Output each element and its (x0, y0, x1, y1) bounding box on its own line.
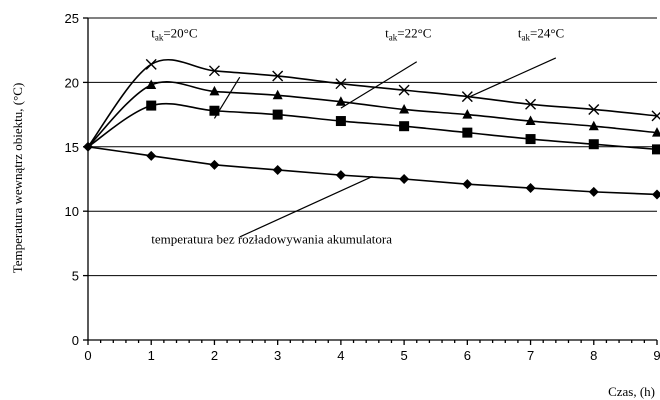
x-tick-label: 8 (590, 348, 597, 363)
data-point-diamond (399, 174, 410, 184)
leader-series-diamond (239, 175, 373, 238)
data-point-cross (335, 78, 347, 90)
x-axis-title: Czas, (h) (608, 384, 655, 399)
series-line-square (87, 102, 658, 151)
series-group (83, 58, 660, 200)
data-point-square (588, 139, 599, 150)
x-tick-label: 4 (337, 348, 344, 363)
series-triangle (87, 79, 660, 148)
series-square (87, 100, 660, 155)
data-point-triangle (588, 120, 599, 131)
data-point-diamond (525, 183, 536, 194)
label-series-triangle: tak=22°C (385, 25, 431, 42)
data-point-triangle (525, 115, 536, 126)
data-point-cross (525, 98, 537, 110)
y-tick-label: 15 (65, 140, 79, 155)
series-diamond (87, 146, 660, 200)
y-tick-label: 5 (72, 269, 79, 284)
data-point-triangle (652, 127, 660, 137)
data-point-diamond (209, 159, 220, 170)
x-tick-label: 1 (148, 348, 155, 363)
data-point-diamond (652, 189, 660, 200)
series-line-triangle (87, 81, 658, 148)
data-point-triangle (335, 96, 346, 106)
x-tick-label: 6 (464, 348, 471, 363)
data-point-diamond (588, 186, 599, 197)
x-tick-label: 7 (527, 348, 534, 363)
x-tick-label: 9 (653, 348, 660, 363)
data-point-square (462, 127, 473, 138)
y-tick-label: 25 (65, 11, 79, 26)
data-point-square (209, 105, 220, 116)
data-point-diamond (146, 150, 157, 161)
data-point-cross (145, 58, 157, 70)
data-point-diamond (335, 170, 346, 181)
data-point-square (652, 144, 660, 155)
series-line-cross (87, 59, 658, 148)
data-point-square (335, 116, 346, 127)
data-point-square (146, 100, 157, 111)
x-tick-label: 0 (84, 348, 91, 363)
grid-lines (88, 17, 657, 277)
data-point-cross (208, 65, 220, 77)
axes: 0 5 10 15 20 25 0 1 2 3 4 5 6 7 8 9 (65, 11, 660, 363)
y-axis-title: Temperatura wewnątrz obiektu, (°C) (10, 83, 25, 274)
x-tick-label: 5 (400, 348, 407, 363)
x-tick-label: 2 (211, 348, 218, 363)
label-series-square: tak=20°C (151, 25, 197, 42)
series-line-diamond (87, 146, 658, 196)
data-point-cross (461, 91, 473, 103)
leader-series-square (213, 76, 241, 119)
y-tick-label: 20 (65, 75, 79, 90)
y-tick-label: 10 (65, 204, 79, 219)
data-point-triangle (272, 89, 283, 100)
data-point-square (272, 109, 283, 120)
data-point-square (525, 134, 536, 145)
data-point-diamond (272, 164, 283, 175)
data-point-diamond (462, 179, 473, 190)
data-point-triangle (209, 85, 220, 96)
data-point-diamond (83, 141, 93, 152)
label-series-diamond: temperatura bez rozładowywania akumulato… (151, 231, 392, 246)
data-point-cross (651, 110, 660, 122)
data-point-triangle (462, 109, 473, 119)
annotations: tak=20°C tak=22°C tak=24°C temperatura bez … (151, 25, 564, 246)
leader-series-triangle (340, 61, 418, 109)
label-series-cross: tak=24°C (518, 25, 564, 42)
leader-series-cross (467, 57, 557, 99)
data-point-square (399, 121, 410, 132)
data-point-cross (588, 103, 600, 115)
series-cross (87, 58, 660, 148)
data-point-cross (272, 70, 284, 82)
x-tick-label: 3 (274, 348, 281, 363)
data-point-triangle (399, 103, 410, 114)
data-point-cross (398, 84, 410, 96)
data-point-triangle (146, 79, 157, 89)
y-tick-label: 0 (72, 333, 79, 348)
